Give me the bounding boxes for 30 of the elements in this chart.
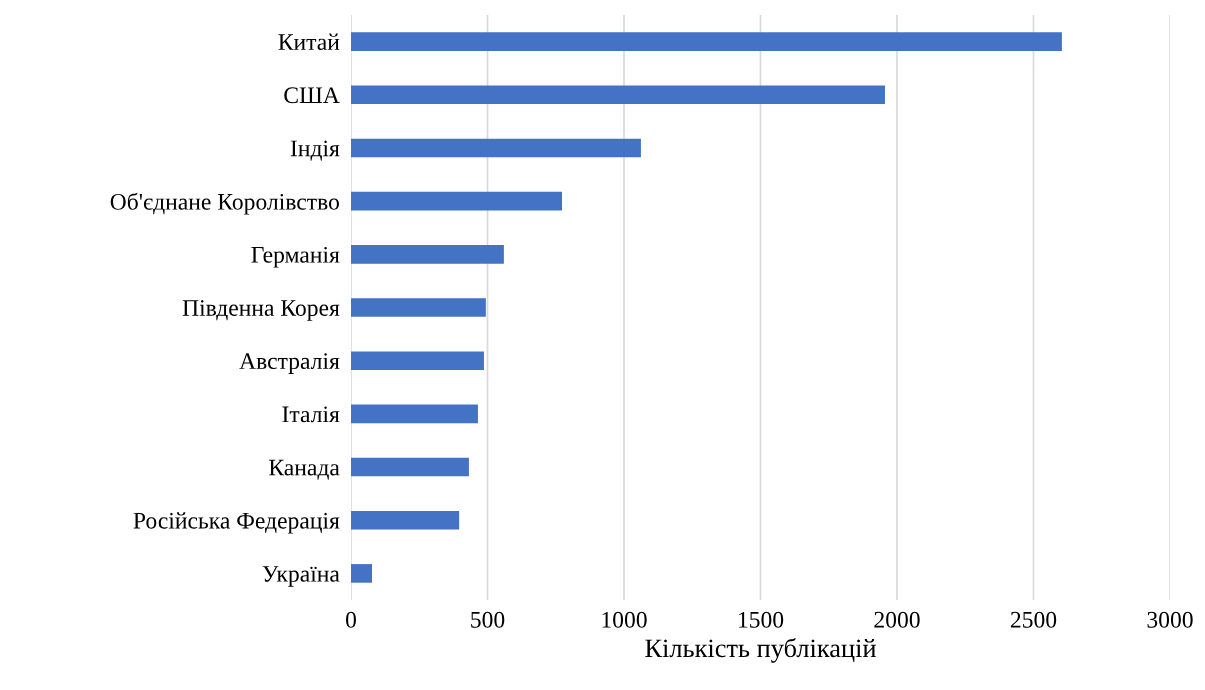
- x-tick-label: 0: [346, 611, 356, 628]
- x-tick-label: 500: [471, 611, 505, 628]
- y-tick-label: Італія: [282, 406, 340, 423]
- bar: [351, 457, 469, 477]
- x-tick-label: 1000: [602, 611, 647, 628]
- y-tick-label: Канада: [269, 459, 340, 480]
- y-tick-label: Австралія: [239, 353, 340, 374]
- y-tick-label: США: [284, 87, 340, 104]
- y-tick-label: Південна Корея: [182, 300, 340, 321]
- bar: [351, 245, 504, 264]
- x-tick-label: 3000: [1147, 611, 1193, 628]
- bar: [351, 404, 478, 424]
- bar: [351, 564, 373, 583]
- bar: [351, 351, 484, 370]
- x-tick-label: 2500: [1010, 611, 1057, 628]
- x-tick-label: 1500: [738, 611, 784, 628]
- y-tick-label: Україна: [262, 566, 340, 587]
- bar: [351, 32, 1062, 51]
- bar: [351, 191, 563, 211]
- y-tick-label: Об'єднане Королівство: [110, 192, 339, 215]
- bar: [351, 85, 885, 105]
- bar: [351, 298, 486, 317]
- x-tick-label: 2000: [874, 611, 920, 628]
- y-tick-label: Індія: [290, 140, 340, 161]
- y-tick-label: Російська Федерація: [133, 512, 340, 534]
- x-axis-title: Кількість публікацій: [645, 638, 876, 663]
- bar: [351, 138, 641, 158]
- bar: [351, 510, 460, 530]
- y-tick-label: Китай: [278, 33, 340, 51]
- y-tick-label: Германія: [251, 246, 340, 268]
